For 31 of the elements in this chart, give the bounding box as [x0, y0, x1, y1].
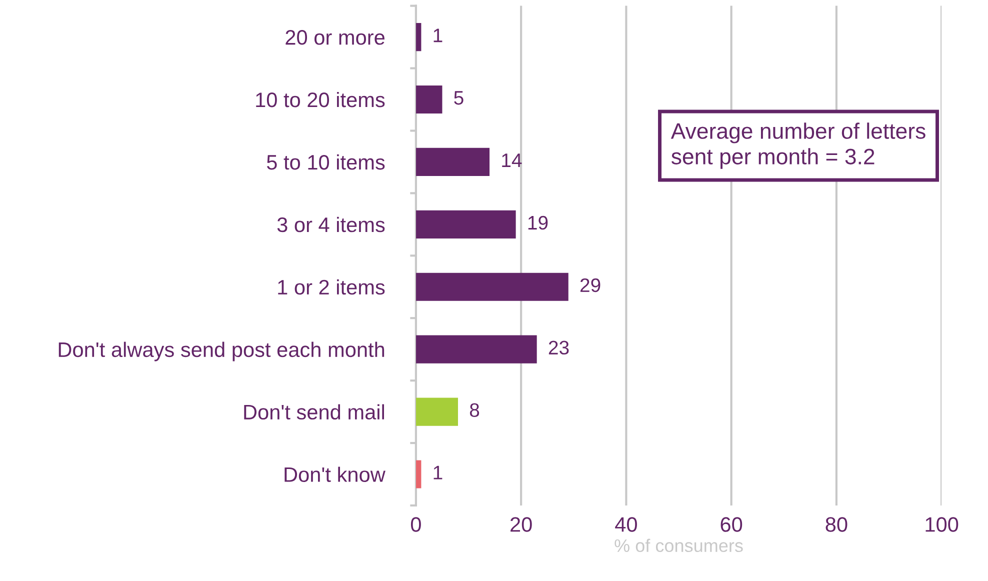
data-label: 19 — [528, 216, 548, 230]
y-tick-label: Don't send mail — [244, 404, 384, 420]
y-tick-label: 3 or 4 items — [277, 216, 385, 232]
data-label: 1 — [434, 28, 442, 42]
x-tick-label: 0 — [410, 517, 421, 532]
bar — [416, 148, 490, 176]
bar — [416, 398, 458, 426]
data-label: 8 — [470, 403, 480, 418]
x-tick-label: 40 — [615, 517, 637, 532]
bar — [416, 85, 442, 114]
data-label: 29 — [580, 278, 600, 292]
data-label: 14 — [502, 154, 522, 167]
y-tick-label: Don't always send post each month — [58, 342, 384, 362]
y-tick-label: 20 or more — [286, 30, 384, 45]
data-label: 5 — [454, 91, 464, 105]
bar — [416, 335, 537, 364]
bar — [416, 272, 568, 301]
x-tick-label: 100 — [926, 517, 958, 532]
x-tick-label: 60 — [720, 517, 742, 532]
bar — [416, 210, 516, 238]
x-tick-label: 20 — [510, 517, 532, 532]
y-tick-label: 1 or 2 items — [278, 279, 385, 295]
data-label: 23 — [548, 340, 569, 355]
y-tick-label: 5 to 10 items — [266, 154, 385, 170]
x-tick-label: 80 — [826, 517, 848, 532]
data-label: 1 — [434, 466, 442, 480]
y-tick-label: 10 to 20 items — [256, 92, 385, 108]
bar — [416, 460, 422, 488]
y-tick-label: Don't know — [284, 466, 386, 482]
annotation: Average number of letters sent per month = 3.2 — [670, 122, 926, 169]
bar — [416, 22, 422, 52]
